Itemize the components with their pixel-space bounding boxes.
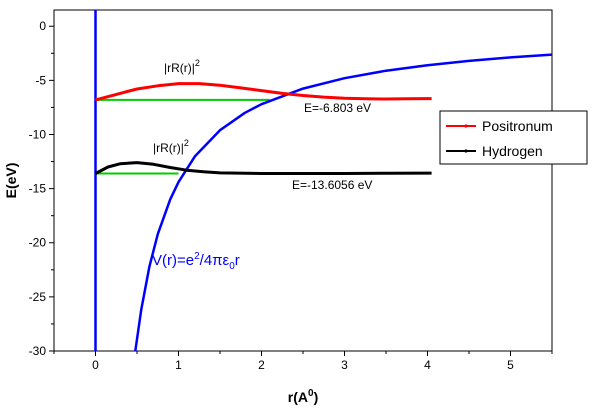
- hydrogen-probability-label: |rR(r)|2: [153, 138, 189, 155]
- x-tick-label: 1: [175, 358, 182, 372]
- x-tick-label: 2: [258, 358, 265, 372]
- hydrogen-curve: [94, 161, 432, 175]
- potential-label: V(r)=e2/4πε0r: [152, 251, 240, 272]
- legend-positronium-label: Positronum: [482, 118, 553, 134]
- legend-positronium-marker: [464, 124, 468, 128]
- y-tick-label: -5: [35, 73, 46, 87]
- legend-hydrogen-label: Hydrogen: [482, 143, 543, 159]
- x-tick-label: 0: [92, 358, 99, 372]
- x-tick-label: 4: [424, 358, 431, 372]
- legend: Positronum Hydrogen: [439, 110, 588, 165]
- y-tick-label: 0: [39, 19, 46, 33]
- x-tick-label: 5: [507, 358, 514, 372]
- y-tick-label: -15: [29, 182, 47, 196]
- y-axis-title: E(eV): [3, 163, 19, 199]
- legend-hydrogen-marker: [464, 149, 468, 153]
- positronium-curve: [95, 82, 432, 102]
- positronium-energy-label: E=-6.803 eV: [304, 101, 371, 115]
- y-tick-label: -30: [29, 344, 47, 358]
- y-tick-label: -10: [29, 127, 47, 141]
- potential-curve: [134, 53, 553, 352]
- tick-labels: 0 1 2 3 4 5 0 -5 -10 -15 -20 -25 -30: [29, 19, 515, 372]
- y-tick-label: -25: [29, 290, 47, 304]
- x-axis-title: r(A0): [288, 388, 318, 405]
- y-tick-label: -20: [29, 236, 47, 250]
- curves: [94, 10, 553, 352]
- positronium-probability-label: |rR(r)|2: [164, 58, 200, 75]
- x-tick-label: 3: [341, 358, 348, 372]
- axis-ticks: [49, 25, 553, 356]
- legend-box: [439, 110, 588, 165]
- hydrogen-energy-label: E=-13.6056 eV: [292, 178, 372, 192]
